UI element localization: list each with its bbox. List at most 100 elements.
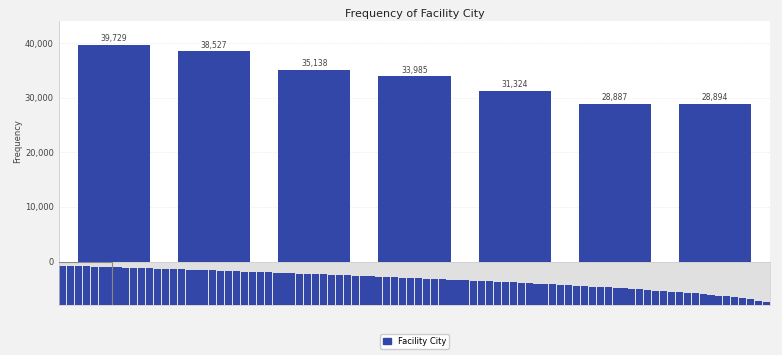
Text: 28,887: 28,887 [602,93,628,103]
Bar [541,284,548,305]
Bar [289,273,296,305]
Bar [162,269,169,305]
Bar [146,268,153,305]
Bar [99,267,106,305]
Bar [604,288,612,305]
Bar [679,104,752,262]
Bar [691,294,698,305]
Bar [565,285,572,305]
Bar [423,279,430,305]
Bar [375,277,382,305]
Bar [170,269,177,305]
Bar [660,291,667,305]
Bar [106,267,113,305]
Bar [193,270,200,305]
Bar [210,271,217,305]
Text: 28,894: 28,894 [702,93,728,103]
Bar [612,288,619,305]
Bar [431,279,438,305]
Bar [278,70,350,262]
Bar [683,293,691,305]
Bar [518,283,525,305]
Bar [486,281,493,305]
Bar [407,278,414,305]
Bar [273,273,280,305]
Bar [716,296,723,305]
Bar [320,274,327,305]
Bar [352,275,359,305]
Bar [676,292,683,305]
Bar [447,279,454,305]
Bar [154,269,161,305]
Bar [360,276,367,305]
Bar [264,272,271,305]
Bar [479,91,551,262]
Bar [378,76,450,262]
Bar [185,270,192,305]
Bar [620,289,627,305]
Bar [281,273,288,305]
Bar [478,281,485,305]
Bar [335,275,343,305]
Bar [415,278,422,305]
Text: 35,138: 35,138 [301,59,328,68]
Bar [439,279,446,305]
Bar [83,266,90,305]
Bar [312,274,319,305]
Bar [510,283,517,305]
Bar [122,268,129,305]
Bar [77,45,150,262]
Bar [579,104,651,262]
Bar [383,277,390,305]
Bar [368,276,375,305]
Bar [249,272,256,305]
Text: 39,729: 39,729 [100,34,127,43]
Bar [581,286,588,305]
Bar [59,266,66,305]
Bar [502,282,509,305]
Bar [652,290,659,305]
Bar [241,272,248,305]
Bar [178,51,250,262]
Bar [573,286,580,305]
Bar [597,287,604,305]
Bar [668,292,675,305]
Bar [217,271,224,305]
Bar [762,302,769,305]
Bar [708,295,715,305]
Bar [233,271,240,305]
Bar [558,285,565,305]
Legend: Facility City: Facility City [380,334,449,349]
Bar [470,280,477,305]
Bar [328,275,335,305]
Text: 38,527: 38,527 [201,41,228,50]
Bar [67,266,74,305]
Text: 33,985: 33,985 [401,66,428,75]
Bar [202,270,209,305]
Bar [462,280,469,305]
Bar [391,277,398,305]
Bar [755,301,762,305]
Bar [629,289,636,305]
Bar [747,299,754,305]
Bar [399,278,406,305]
Bar [637,289,644,305]
Bar [700,294,707,305]
Bar [644,290,651,305]
Bar [304,274,311,305]
Bar [344,275,351,305]
Bar [91,267,98,305]
Bar [225,271,232,305]
Bar [589,286,596,305]
Y-axis label: Frequency: Frequency [13,120,22,163]
Bar [114,267,121,305]
Text: 31,324: 31,324 [501,80,528,89]
Bar [494,282,501,305]
Title: Frequency of Facility City: Frequency of Facility City [345,9,484,19]
Bar [454,280,461,305]
Bar [723,296,730,305]
Bar [75,266,82,305]
Bar [739,298,746,305]
Bar [131,268,138,305]
Bar [533,284,540,305]
